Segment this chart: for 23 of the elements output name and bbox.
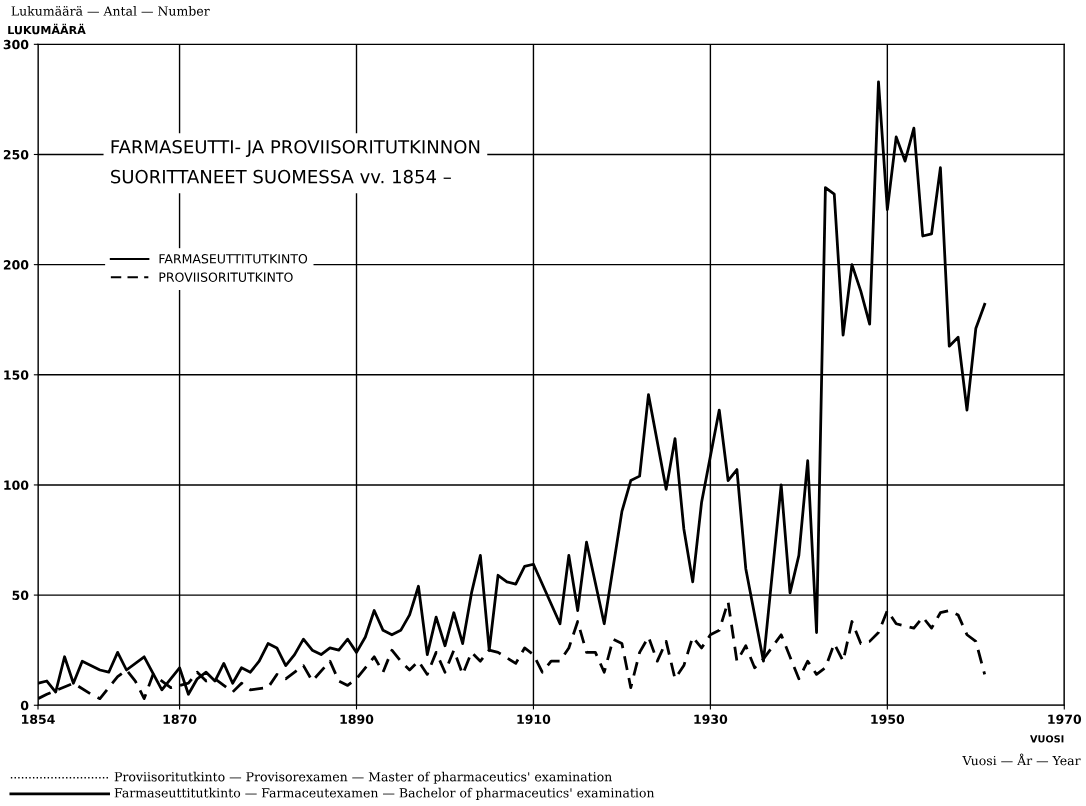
y-axis-title: LUKUMÄÄRÄ [8,23,86,35]
y-tick-label: 50 [12,590,29,601]
text: Proviisoritutkinto — Provisorexamen — Master of pharmaceutics' examination [114,771,612,784]
y-tick-label: 150 [4,370,29,380]
text: Lukumäärä — Antal — Number [11,5,210,16]
x-tick-label: 1970 [1048,714,1082,724]
y-tick-label: 300 [3,39,29,50]
legend-label: PROVIISORITUTKINTO [159,272,293,282]
x-tick-label: 1910 [517,714,551,724]
text: Vuosi — År — Year [962,753,1081,766]
y-tick-label: 200 [3,260,29,270]
x-tick-label: 1930 [694,714,728,724]
y-tick-label: 100 [4,480,29,490]
y-tick-label: 250 [3,149,29,160]
legend-label: FARMASEUTTITUTKINTO [159,254,308,264]
x-tick-label: 1950 [871,714,905,724]
x-tick-label: 1890 [340,714,374,724]
x-tick-label: 1854 [22,714,55,724]
text: Farmaseuttitutkinto — Farmaceutexamen — Bachelor of pharmaceutics' examination [114,787,655,800]
text: FARMASEUTTI- JA PROVIISORITUTKINNON SUORITTANEET SUOMESSA vv. 1854 – [111,139,480,184]
y-tick-label: 0 [20,700,29,711]
x-axis-title: VUOSI [1030,735,1064,743]
x-tick-label: 1870 [163,714,197,724]
